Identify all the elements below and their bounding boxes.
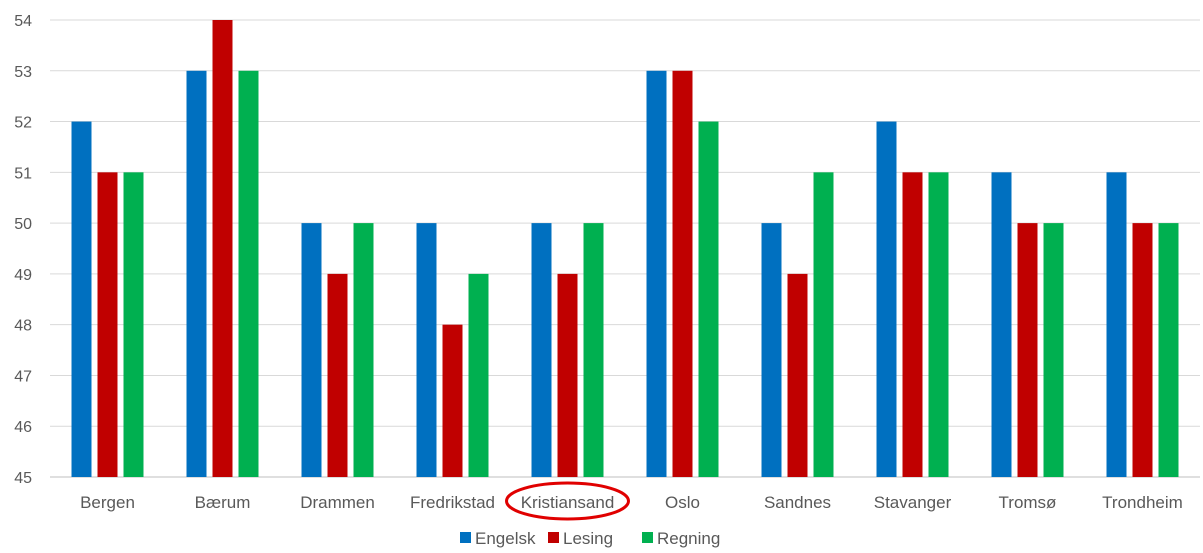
- bar-regning: [468, 273, 489, 477]
- bar-lesing: [902, 172, 923, 478]
- highlight-annotation: [505, 481, 630, 521]
- legend-label: Regning: [657, 529, 720, 548]
- highlight-ellipse: [505, 481, 630, 521]
- x-tick-label: Bergen: [80, 493, 135, 512]
- bar-lesing: [557, 273, 578, 477]
- bar-lesing: [787, 273, 808, 477]
- y-tick-label: 54: [14, 13, 32, 30]
- y-tick-label: 52: [14, 115, 32, 132]
- bar-lesing: [97, 172, 118, 478]
- legend-label: Engelsk: [475, 529, 536, 548]
- bar-engelsk: [991, 172, 1012, 478]
- bar-regning: [583, 223, 604, 477]
- x-tick-label: Sandnes: [764, 493, 831, 512]
- x-tick-label: Oslo: [665, 493, 700, 512]
- bar-engelsk: [301, 223, 322, 477]
- bar-engelsk: [876, 121, 897, 478]
- y-tick-label: 53: [14, 64, 32, 81]
- x-tick-label: Trondheim: [1102, 493, 1183, 512]
- y-tick-label: 48: [14, 318, 32, 335]
- legend: Engelsk Lesing Regning: [460, 529, 720, 548]
- x-tick-label: Fredrikstad: [410, 493, 495, 512]
- legend-label: Lesing: [563, 529, 613, 548]
- bar-lesing: [327, 273, 348, 477]
- y-tick-label: 46: [14, 419, 32, 436]
- legend-swatch: [642, 532, 653, 543]
- y-tick-label: 49: [14, 267, 32, 284]
- bars: [71, 20, 1179, 478]
- bar-lesing: [212, 20, 233, 477]
- bar-engelsk: [186, 70, 207, 478]
- bar-lesing: [1132, 223, 1153, 477]
- bar-engelsk: [1106, 172, 1127, 478]
- bar-engelsk: [761, 223, 782, 477]
- bar-lesing: [672, 70, 693, 478]
- y-tick-label: 51: [14, 165, 32, 182]
- bar-regning: [123, 172, 144, 478]
- legend-swatch: [460, 532, 471, 543]
- x-axis: Bergen Bærum Drammen Fredrikstad Kristiansan…: [80, 493, 1183, 512]
- bar-engelsk: [71, 121, 92, 478]
- bar-regning: [813, 172, 834, 478]
- bar-regning: [353, 223, 374, 477]
- legend-swatch: [548, 532, 559, 543]
- x-tick-label: Bærum: [195, 493, 251, 512]
- y-tick-label: 47: [14, 368, 32, 385]
- y-tick-label: 50: [14, 216, 32, 233]
- bar-regning: [1158, 223, 1179, 477]
- y-tick-label: 45: [14, 470, 32, 487]
- x-tick-label: Tromsø: [999, 493, 1057, 512]
- bar-lesing: [1017, 223, 1038, 477]
- bar-regning: [238, 70, 259, 478]
- x-tick-label: Drammen: [300, 493, 375, 512]
- bar-engelsk: [531, 223, 552, 477]
- bar-engelsk: [416, 223, 437, 477]
- bar-lesing: [442, 324, 463, 477]
- x-tick-label: Stavanger: [874, 493, 952, 512]
- bar-regning: [698, 121, 719, 478]
- bar-engelsk: [646, 70, 667, 478]
- y-axis: 45 46 47 48 49 50 51 52 53 54: [14, 13, 32, 487]
- bar-regning: [1043, 223, 1064, 477]
- bar-regning: [928, 172, 949, 478]
- x-tick-label: Kristiansand: [521, 493, 615, 512]
